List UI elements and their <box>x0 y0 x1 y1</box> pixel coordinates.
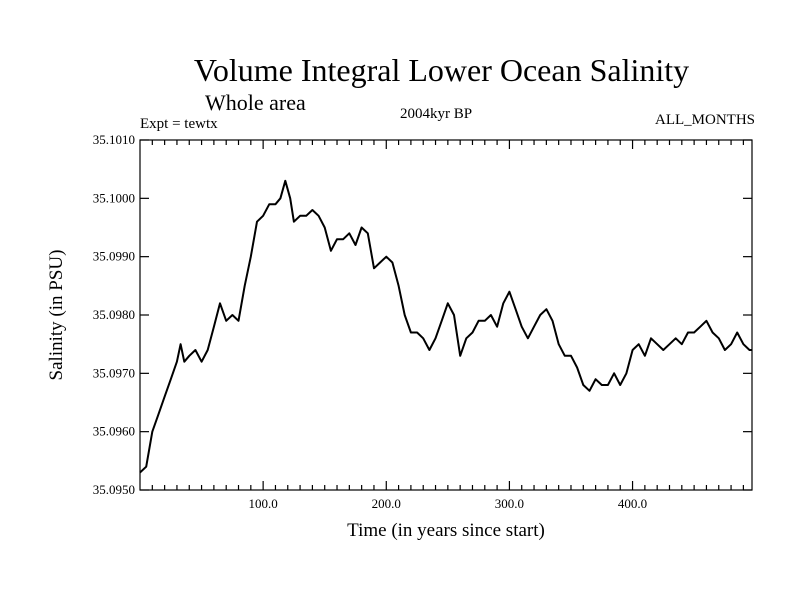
y-tick-label: 35.0980 <box>93 307 135 322</box>
x-tick-label: 400.0 <box>618 496 647 511</box>
y-axis-title: Salinity (in PSU) <box>46 250 67 381</box>
y-axis-ticks: 35.0950 35.0960 35.0970 35.0980 35.0990 35.10… <box>93 132 752 497</box>
series-line-salinity <box>139 179 752 474</box>
x-tick-label: 300.0 <box>495 496 524 511</box>
x-tick-label: 100.0 <box>249 496 278 511</box>
y-tick-label: 35.0950 <box>93 482 135 497</box>
y-tick-label: 35.1010 <box>93 132 135 147</box>
y-tick-label: 35.1000 <box>93 190 135 205</box>
x-tick-label: 200.0 <box>372 496 401 511</box>
chart-title: Volume Integral Lower Ocean Salinity <box>193 52 690 88</box>
y-tick-label: 35.0960 <box>93 424 135 439</box>
months-label: ALL_MONTHS <box>655 112 755 128</box>
chart-subtitle: Whole area <box>205 90 306 115</box>
experiment-label: Expt = tewtx <box>140 116 218 132</box>
x-axis-title: Time (in years since start) <box>347 520 545 541</box>
y-tick-label: 35.0990 <box>93 249 135 264</box>
period-label: 2004kyr BP <box>400 106 473 122</box>
plot-frame <box>139 139 753 491</box>
x-axis-ticks: 100.0 200.0 300.0 400.0 <box>151 140 744 511</box>
y-tick-label: 35.0970 <box>93 365 135 380</box>
